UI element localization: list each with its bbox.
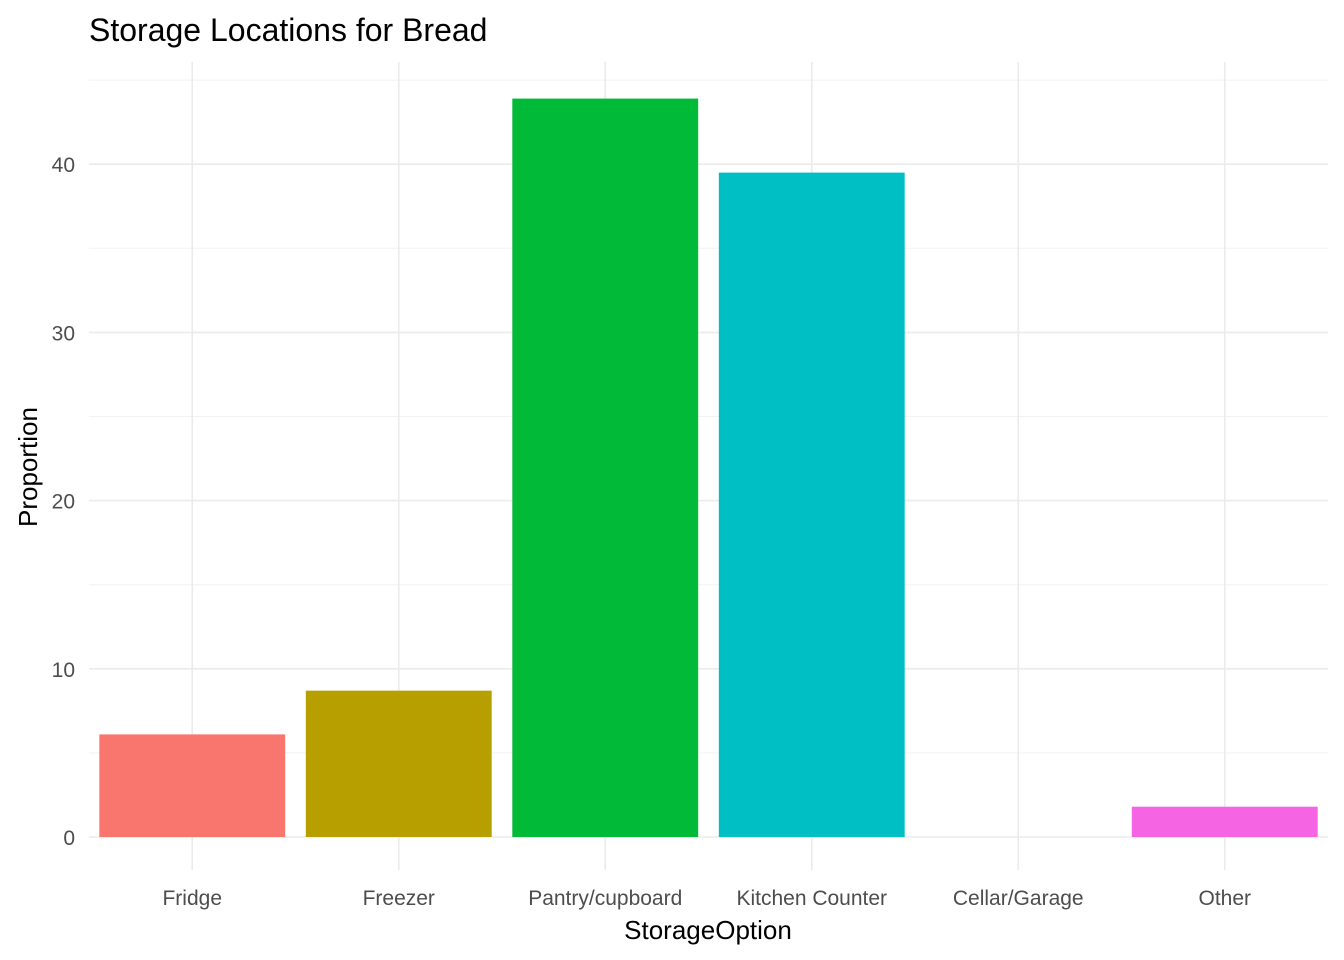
x-tick-label: Cellar/Garage [953,887,1084,910]
bar [718,172,905,838]
y-tick-label: 0 [63,827,75,850]
x-tick-label: Pantry/cupboard [528,887,682,910]
bar [305,690,492,837]
y-tick-labels: 0 10 20 30 40 [52,154,75,850]
y-tick-label: 10 [52,659,75,682]
x-axis-title: StorageOption [624,915,792,945]
x-tick-label: Fridge [162,887,222,910]
chart-title: Storage Locations for Bread [89,12,487,48]
y-tick-label: 40 [52,154,75,177]
bar [1131,806,1318,837]
x-tick-label: Freezer [363,887,435,910]
x-tick-labels: Fridge Freezer Pantry/cupboard Kitchen Coun… [162,887,1251,910]
bar [512,98,699,838]
x-tick-label: Other [1198,887,1251,910]
bars [99,98,1318,838]
bar [99,734,286,837]
x-tick-label: Kitchen Counter [736,887,887,910]
y-tick-label: 20 [52,491,75,514]
y-axis-title: Proportion [13,407,43,527]
y-tick-label: 30 [52,322,75,345]
